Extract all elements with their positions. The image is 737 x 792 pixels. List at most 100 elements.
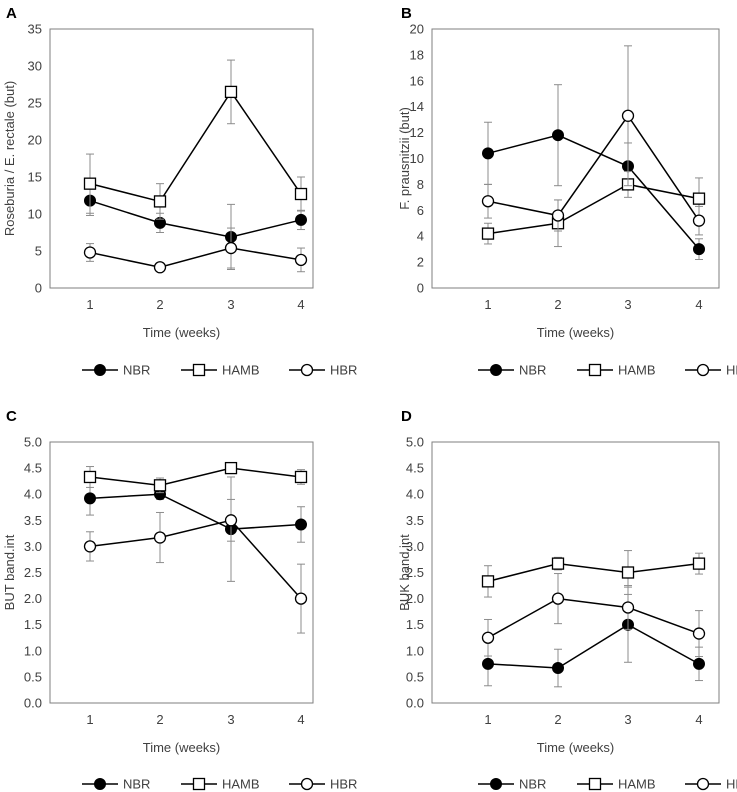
panel-c-y-tick-label: 1.5 <box>24 617 42 632</box>
panel-a-legend-label: NBR <box>123 363 150 378</box>
panel-a-y-tick-label: 30 <box>28 59 42 74</box>
panel-a-x-tick-label: 2 <box>156 297 163 312</box>
panel-b-y-tick-label: 12 <box>410 125 424 140</box>
panel-b-legend: NBR HAMB HBR <box>478 363 737 378</box>
panel-a-y-tick-label: 15 <box>28 170 42 185</box>
panel-a-legend-item-hbr: HBR <box>289 363 357 378</box>
panel-a-y-tick-label: 20 <box>28 133 42 148</box>
panel-c-hamb-point-marker-open-square <box>83 470 97 484</box>
panel-b-y-tick-label: 14 <box>410 99 424 114</box>
panel-b-legend-marker-filled-circle <box>490 364 502 376</box>
panel-d-x-axis-title: Time (weeks) <box>537 740 615 755</box>
panel-c-nbr-point-marker-filled-circle <box>84 492 96 505</box>
panel-c-y-tick-label: 3.5 <box>24 513 42 528</box>
panel-d-y-tick-label: 3.0 <box>406 539 424 554</box>
panel-a-x-tick-label: 3 <box>227 297 234 312</box>
panel-b-letter: B <box>401 5 412 22</box>
panel-d-hamb-line <box>487 562 700 583</box>
panel-c-legend-item-hamb: HAMB <box>181 777 260 792</box>
panel-a: A 0 5 10 15 20 25 30 35 1 2 3 4 Time (weeks) Roseburia… <box>2 5 357 378</box>
panel-d-y-tick-label: 1.5 <box>406 617 424 632</box>
panel-d-y-tick-label: 2.5 <box>406 565 424 580</box>
panel-c-legend-label: NBR <box>123 777 150 792</box>
panel-c-y-tick-label: 1.0 <box>24 643 42 658</box>
panel-c-x-tick-label: 1 <box>86 712 93 727</box>
panel-d-plot-frame <box>431 441 720 704</box>
panel-a-nbr-line <box>89 199 302 238</box>
panel-a-plot-frame <box>49 28 314 289</box>
panel-b-x-tick-label: 4 <box>695 297 702 312</box>
panel-b-hamb-line <box>487 183 700 235</box>
panel-d-hbr-point-marker-open-circle <box>551 592 565 605</box>
panel-b-series-hamb <box>481 170 706 248</box>
panel-a-nbr-point-marker-filled-circle <box>295 213 307 226</box>
panel-c-hamb-line <box>89 467 302 487</box>
panel-c-legend-label: HAMB <box>222 777 260 792</box>
panel-c-series-hbr <box>83 498 308 634</box>
panel-c-x-tick-label: 3 <box>227 712 234 727</box>
panel-b-hbr-point-marker-open-circle <box>551 209 565 222</box>
panel-b-y-tick-label: 10 <box>410 151 424 166</box>
panel-c-x-tick-label: 2 <box>156 712 163 727</box>
panel-a-legend-marker-filled-circle <box>94 364 106 376</box>
panel-a-hamb-point-marker-open-square <box>224 85 238 99</box>
panel-d-nbr-point-marker-filled-circle <box>693 657 705 670</box>
panel-d-y-tick-label: 0.5 <box>406 669 424 684</box>
panel-d-hamb-point-marker-open-square <box>692 557 706 570</box>
panel-b-x-tick-label: 2 <box>554 297 561 312</box>
panel-b-legend-item-nbr: NBR <box>478 363 546 378</box>
panel-b-y-tick-label: 8 <box>417 177 424 192</box>
panel-d-legend-label: HBR <box>726 777 737 792</box>
panel-b-y-tick-label: 6 <box>417 203 424 218</box>
panel-d-hbr-point-marker-open-circle <box>481 631 495 644</box>
panel-c-nbr-point-marker-filled-circle <box>295 518 307 531</box>
panel-b-legend-label: HAMB <box>618 363 656 378</box>
panel-b-legend-item-hbr: HBR <box>685 363 737 378</box>
panel-d-legend-marker-filled-circle <box>490 778 502 790</box>
panel-c-x-tick-label: 4 <box>297 712 304 727</box>
panel-c-hamb-point-marker-open-square <box>224 461 238 475</box>
panel-a-hbr-point-marker-open-circle <box>153 261 167 274</box>
panel-a-legend-label: HBR <box>330 363 357 378</box>
panel-d-legend-item-hbr: HBR <box>685 777 737 792</box>
panel-a-x-tick-label: 4 <box>297 297 304 312</box>
panel-a-legend-label: HAMB <box>222 363 260 378</box>
panel-d-y-tick-label: 5.0 <box>406 435 424 450</box>
panel-c-y-tick-label: 4.5 <box>24 461 42 476</box>
panel-b-legend-marker-open-circle <box>696 363 710 377</box>
panel-d-y-axis-title: BUK band.int <box>397 534 412 611</box>
panel-a-x-tick-label: 1 <box>86 297 93 312</box>
panel-c-series-hamb <box>83 461 308 494</box>
panel-b-nbr-point-marker-filled-circle <box>693 243 705 256</box>
panel-d-series-hamb <box>481 550 706 598</box>
panel-d-nbr-point-marker-filled-circle <box>482 657 494 670</box>
panel-b-series-nbr <box>482 84 705 261</box>
panel-a-y-tick-label: 10 <box>28 207 42 222</box>
panel-c-legend-marker-open-circle <box>300 777 314 791</box>
panel-d-letter: D <box>401 408 412 425</box>
panel-b-hbr-point-marker-open-circle <box>481 195 495 208</box>
panel-a-hamb-point-marker-open-square <box>83 177 97 190</box>
panel-d-legend-item-hamb: HAMB <box>577 777 656 792</box>
panel-a-hamb-line <box>89 90 302 203</box>
panel-c-hamb-point-marker-open-square <box>153 479 167 492</box>
panel-c-plot-frame <box>49 441 314 704</box>
panel-c-hbr-point-marker-open-circle <box>83 540 97 553</box>
panel-c-nbr-line <box>89 493 302 530</box>
panel-d-y-tick-label: 4.0 <box>406 487 424 502</box>
panel-b-nbr-point-marker-filled-circle <box>552 129 564 142</box>
panel-b-legend-label: NBR <box>519 363 546 378</box>
panel-c-legend: NBR HAMB HBR <box>82 777 357 792</box>
panel-d-y-tick-label: 1.0 <box>406 643 424 658</box>
panel-c: C 0.0 0.5 1.0 1.5 2.0 2.5 3.0 3.5 4.0 4.5 5.0 1 2 3 4 Ti… <box>2 408 357 792</box>
panel-a-y-tick-label: 0 <box>35 281 42 296</box>
panel-c-y-tick-label: 2.5 <box>24 565 42 580</box>
panel-c-hbr-point-marker-open-circle <box>294 592 308 605</box>
panel-c-y-tick-label: 4.0 <box>24 487 42 502</box>
panel-c-x-axis-title: Time (weeks) <box>143 740 221 755</box>
panel-c-legend-marker-filled-circle <box>94 778 106 790</box>
panel-c-legend-marker-open-square <box>192 777 206 791</box>
panel-a-letter: A <box>6 5 17 22</box>
panel-b-hamb-point-marker-open-square <box>481 227 495 240</box>
panel-c-y-tick-label: 5.0 <box>24 435 42 450</box>
